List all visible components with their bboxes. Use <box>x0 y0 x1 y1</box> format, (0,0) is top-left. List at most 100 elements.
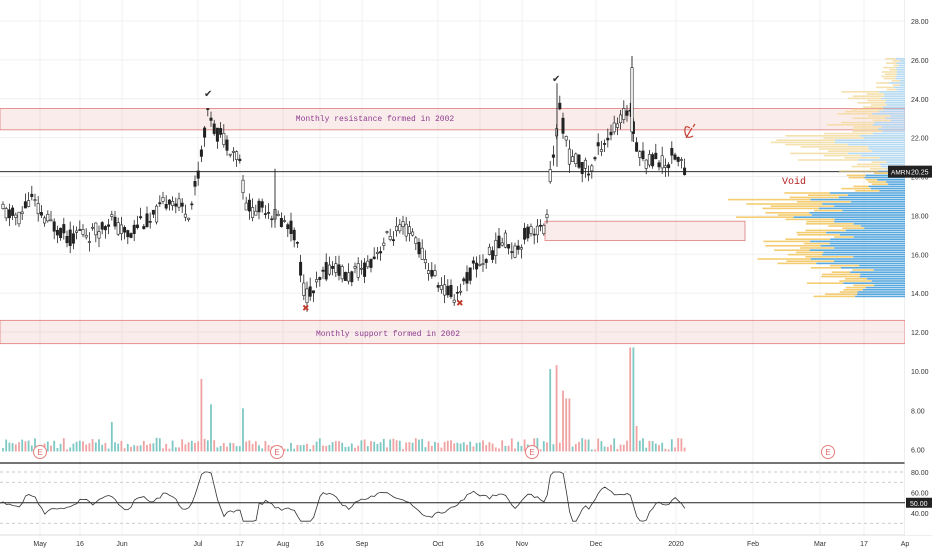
profile-bar-buy <box>830 238 905 240</box>
profile-bar-buy <box>879 157 905 159</box>
volume-bar <box>514 448 516 452</box>
candle-body <box>468 267 472 281</box>
volume-bar <box>350 443 353 452</box>
candle-body <box>660 155 664 169</box>
volume-bar <box>190 440 193 452</box>
candle-body <box>599 149 603 152</box>
volume-bar <box>376 444 379 452</box>
volume-bar <box>363 439 366 452</box>
candle-body <box>212 123 216 134</box>
profile-bar-sell <box>841 91 880 93</box>
profile-bar-buy <box>863 137 905 139</box>
profile-bar-sell <box>784 192 830 194</box>
volume-bar <box>475 442 478 452</box>
volume-bar <box>581 438 584 452</box>
volume-bar <box>642 438 644 452</box>
profile-bar-sell <box>803 242 830 245</box>
profile-bar-buy <box>879 110 905 113</box>
profile-bar-buy <box>874 284 905 287</box>
volume-bar <box>443 441 446 452</box>
volume-bar <box>430 445 433 452</box>
profile-bar-buy <box>859 275 905 278</box>
volume-bar <box>248 440 251 452</box>
volume-bar <box>677 438 680 452</box>
volume-tick-label: 8.00 <box>911 408 925 415</box>
volume-bar <box>418 439 420 452</box>
candle-body <box>180 202 184 207</box>
profile-bar-buy <box>816 262 905 265</box>
volume-bar <box>600 441 603 452</box>
profile-bar-buy <box>857 293 905 295</box>
candle-body <box>577 154 581 168</box>
volume-bar <box>578 441 580 452</box>
candle-body <box>110 214 114 217</box>
candle-body <box>260 201 264 208</box>
earnings-marker-1[interactable]: E <box>33 445 47 459</box>
profile-bar-buy <box>872 113 905 115</box>
volume-bar <box>293 448 296 452</box>
volume-bar <box>520 445 523 452</box>
candle-body <box>551 154 555 158</box>
volume-bar <box>98 439 100 452</box>
profile-bar-sell <box>875 86 894 89</box>
candle-body <box>622 108 626 120</box>
earnings-marker-2[interactable]: E <box>270 445 284 459</box>
profile-bar-buy <box>896 71 905 73</box>
volume-bar <box>626 440 628 452</box>
candle-body <box>411 231 415 236</box>
volume-bar <box>654 443 657 452</box>
time-axis[interactable]: May 16 Jun Jul 17 Aug 16 Sep Oct 16 Nov Dec 2020 Feb M… <box>0 536 932 550</box>
candle-body <box>379 251 383 254</box>
volume-bar <box>334 441 337 452</box>
price-axis[interactable]: 12.00 14.00 16.00 18.00 20.00 22.00 24.00 26.00… <box>888 0 932 535</box>
candle-body <box>420 247 424 260</box>
volume-bar <box>434 441 436 452</box>
profile-bar-sell <box>770 205 835 207</box>
profile-bar-buy <box>860 154 905 157</box>
candle-body <box>609 131 613 136</box>
volume-bar <box>574 443 577 452</box>
volume-bar <box>456 442 459 452</box>
symbol-label: AMRN <box>891 170 910 177</box>
profile-bar-buy <box>900 80 905 82</box>
candle-body <box>129 233 133 238</box>
price-tick-label: 12.00 <box>911 330 929 337</box>
candle-body <box>11 207 15 216</box>
volume-bar <box>414 438 417 452</box>
volume-bar <box>72 443 75 452</box>
candle-body <box>375 251 379 254</box>
candle-body <box>49 219 53 222</box>
volume-bar <box>379 442 382 452</box>
candle-body <box>507 244 511 249</box>
candle-body <box>654 152 658 160</box>
candle-body <box>475 262 479 270</box>
volume-bar <box>552 444 555 452</box>
volume-bar <box>187 442 190 452</box>
time-tick-label: 2020 <box>668 541 684 548</box>
profile-bar-sell <box>814 209 843 212</box>
volume-bar <box>411 442 414 452</box>
check-marker-jul: ✔ <box>204 89 212 100</box>
profile-bar-sell <box>806 220 835 223</box>
volume-bar <box>488 442 491 452</box>
profile-bar-buy <box>859 264 905 267</box>
earnings-marker-3[interactable]: E <box>525 445 539 459</box>
earnings-letter: E <box>825 448 830 457</box>
volume-bar <box>507 445 510 452</box>
profile-bar-sell <box>837 113 873 115</box>
time-tick-label: Jun <box>116 541 127 548</box>
profile-bar-sell <box>844 278 868 280</box>
volume-bars <box>2 347 686 452</box>
profile-bar-buy <box>889 82 905 84</box>
volume-bar <box>594 449 596 452</box>
earnings-marker-4[interactable]: E <box>821 445 835 459</box>
candle-body <box>116 222 120 235</box>
profile-bar-buy <box>895 66 905 69</box>
candle-body <box>449 285 453 297</box>
volume-bar <box>11 443 14 452</box>
profile-bar-buy <box>860 135 905 137</box>
volume-bar <box>139 445 142 452</box>
volume-bar <box>94 442 97 452</box>
candle-body <box>350 271 354 283</box>
